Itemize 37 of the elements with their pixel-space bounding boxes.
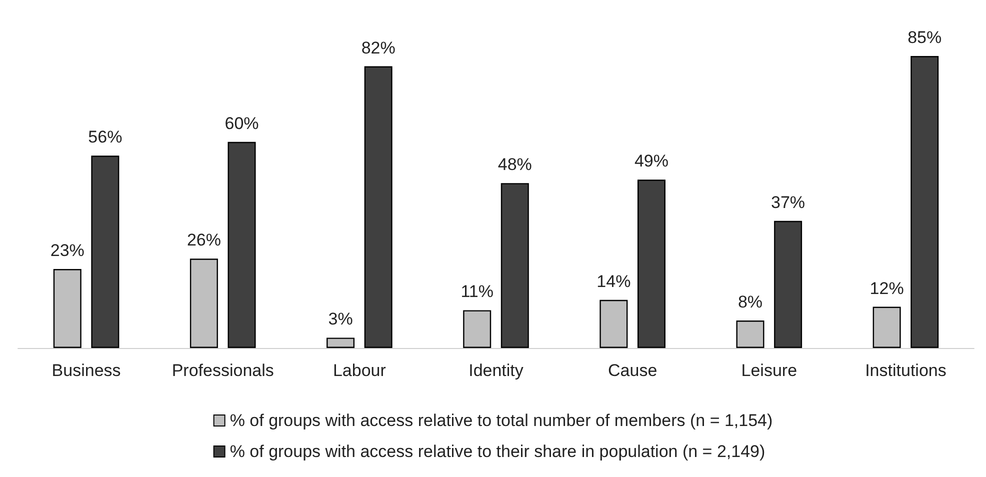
data-label: 12% bbox=[870, 278, 904, 298]
bar bbox=[736, 320, 764, 348]
data-label: 3% bbox=[328, 310, 353, 329]
bar bbox=[872, 306, 901, 348]
data-label: 85% bbox=[908, 28, 942, 47]
data-label: 8% bbox=[738, 292, 763, 312]
data-label: 82% bbox=[361, 38, 396, 58]
x-tick-label: Institutions bbox=[865, 361, 946, 380]
bar bbox=[228, 142, 256, 348]
bar bbox=[774, 220, 802, 348]
legend-label: % of groups with access relative to total number of members (n = 1,154) bbox=[230, 411, 773, 430]
x-tick-label: Identity bbox=[468, 361, 524, 380]
data-label: 48% bbox=[498, 155, 532, 174]
x-tick-label: Labour bbox=[332, 361, 386, 380]
data-label: 14% bbox=[596, 272, 631, 291]
bar bbox=[637, 180, 666, 348]
x-tick-label: Cause bbox=[608, 361, 658, 380]
x-tick-label: Professionals bbox=[172, 361, 274, 380]
data-label: 11% bbox=[460, 282, 494, 302]
bar bbox=[910, 56, 939, 348]
bar bbox=[463, 310, 492, 348]
bar bbox=[326, 338, 355, 348]
legend-label: % of groups with access relative to their share in population (n = 2,149) bbox=[230, 442, 766, 461]
bar bbox=[500, 183, 529, 348]
bar bbox=[91, 156, 120, 348]
data-label: 26% bbox=[186, 230, 221, 250]
x-tick-label: Leisure bbox=[741, 361, 798, 380]
data-label: 23% bbox=[50, 240, 84, 260]
bar bbox=[364, 66, 392, 348]
x-tick-label: Business bbox=[52, 361, 121, 380]
data-label: 49% bbox=[634, 152, 668, 171]
data-label: 37% bbox=[771, 192, 806, 212]
data-label: 60% bbox=[224, 114, 259, 133]
bar bbox=[53, 268, 82, 348]
data-label: 56% bbox=[88, 128, 122, 147]
bar bbox=[600, 300, 628, 348]
bar bbox=[190, 258, 218, 348]
